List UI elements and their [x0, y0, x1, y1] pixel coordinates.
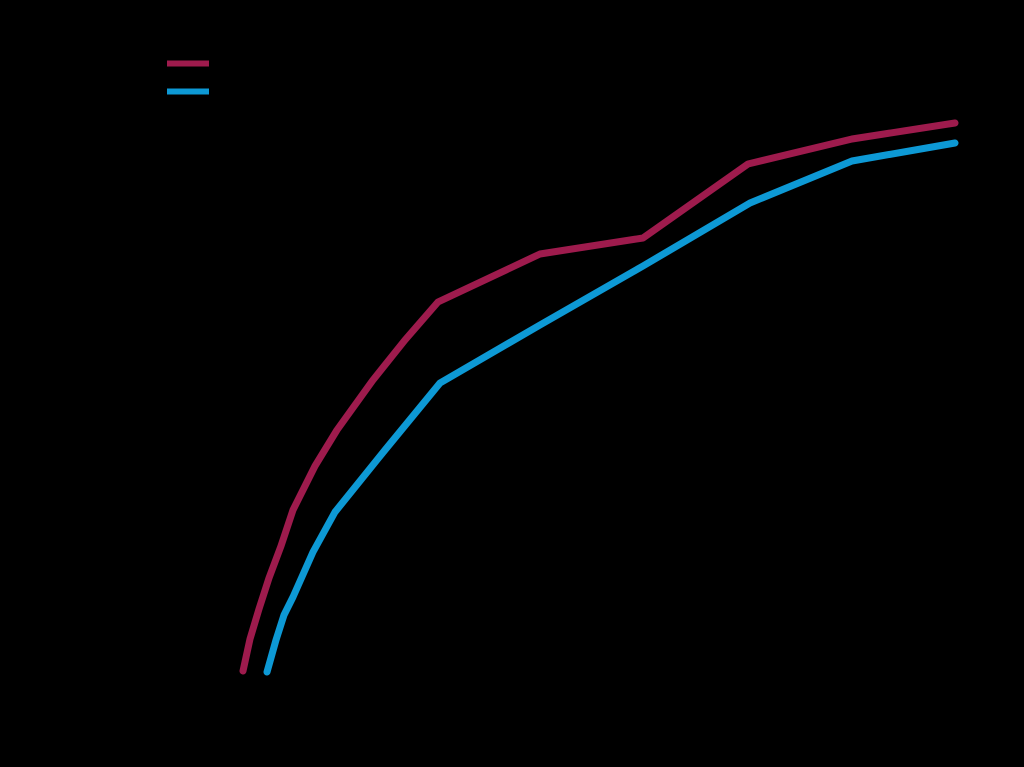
blue-series-line [263, 139, 959, 676]
crimson-series-line [239, 119, 959, 675]
legend-swatch-crimson [167, 60, 209, 67]
legend-swatch-blue [167, 88, 209, 95]
